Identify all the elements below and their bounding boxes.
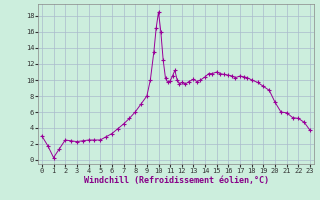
X-axis label: Windchill (Refroidissement éolien,°C): Windchill (Refroidissement éolien,°C) <box>84 176 268 185</box>
